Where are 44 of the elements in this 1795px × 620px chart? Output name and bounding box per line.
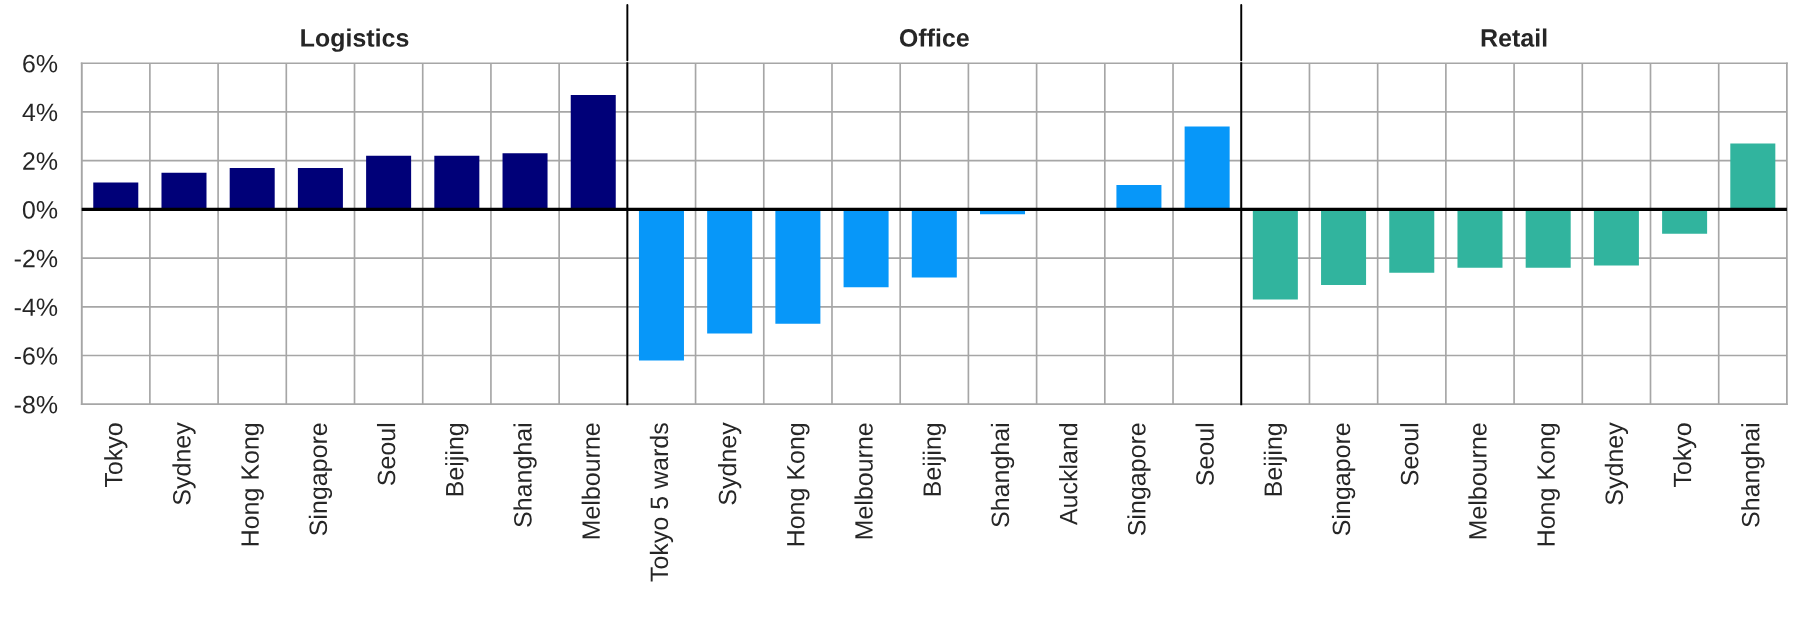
x-tick-label: Hong Kong	[1537, 423, 1560, 546]
x-tick-label: Tokyo	[1672, 423, 1697, 488]
x-tick-label: Beijing	[1263, 423, 1287, 496]
x-tick-label: Singapore	[308, 423, 333, 536]
y-tick-label: 6%	[23, 54, 58, 73]
x-tick-label: Sydney	[172, 422, 196, 505]
y-tick-label: 4%	[22, 103, 58, 122]
y-tick-label: -2%	[14, 249, 58, 268]
chart-title: Retail	[1481, 28, 1547, 47]
bar	[297, 167, 343, 210]
x-tick-label: Tokyo	[104, 423, 128, 488]
bar	[93, 182, 139, 210]
x-tick-label: Singapore	[1331, 423, 1356, 536]
x-tick-label: Seoul	[1400, 423, 1419, 486]
x-tick-label: Hong Kong	[787, 423, 810, 546]
x-tick-label: Beijing	[445, 423, 469, 496]
chart-title: Office	[899, 28, 969, 47]
x-tick-label: Sydney	[718, 422, 742, 505]
x-tick-label: Beijing	[922, 423, 946, 496]
bar	[161, 172, 207, 210]
bar	[229, 167, 275, 210]
bar	[366, 155, 412, 210]
x-tick-label: Auckland	[1059, 423, 1078, 526]
y-tick-label: -4%	[14, 298, 58, 317]
y-tick-label: 2%	[23, 152, 58, 170]
x-tick-label: Seoul	[376, 423, 396, 486]
x-tick-label: Melbourne	[581, 423, 600, 539]
y-tick-label: -8%	[14, 395, 58, 414]
bar	[570, 94, 616, 210]
x-tick-label: Shanghai	[1741, 423, 1765, 527]
chart-title: Logistics	[301, 28, 409, 52]
x-tick-label: Hong Kong	[241, 423, 264, 546]
bar	[502, 153, 548, 210]
y-tick-label: -6%	[14, 347, 58, 365]
x-tick-label: Melbourne	[854, 423, 873, 539]
y-tick-label: 0%	[22, 200, 58, 219]
x-tick-label: Melbourne	[1468, 423, 1487, 539]
x-tick-label: Tokyo 5 wards	[649, 423, 674, 582]
x-tick-label: Seoul	[1195, 423, 1214, 486]
x-tick-label: Shanghai	[513, 423, 537, 527]
x-tick-label: Sydney	[1604, 422, 1629, 505]
x-tick-label: Shanghai	[990, 423, 1015, 527]
bar	[434, 155, 480, 210]
x-tick-label: Singapore	[1127, 423, 1151, 536]
